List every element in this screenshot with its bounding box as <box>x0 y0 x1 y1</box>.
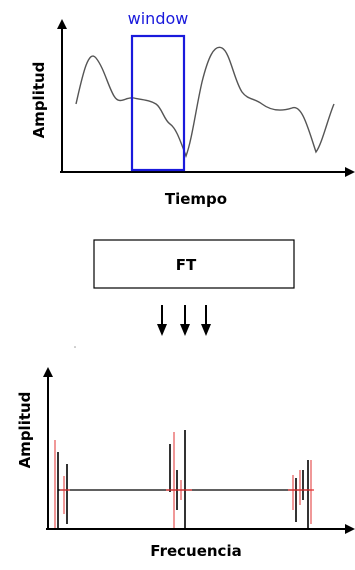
time-x-label: Tiempo <box>165 190 227 208</box>
frequency-domain-plot: Amplitud Frecuencia <box>16 367 355 560</box>
spike-cluster-low <box>54 440 70 528</box>
down-arrow-icon <box>157 305 167 336</box>
spike-cluster-high <box>288 460 314 528</box>
freq-x-label: Frecuencia <box>150 542 241 560</box>
down-arrows <box>74 305 211 348</box>
ft-block: FT <box>93 239 295 289</box>
down-arrow-icon <box>201 305 211 336</box>
analysis-window-box <box>130 34 186 172</box>
time-domain-plot: window Amplitud Tiempo <box>30 9 355 208</box>
ft-label: FT <box>176 256 197 274</box>
stray-dot <box>74 346 76 348</box>
freq-y-label: Amplitud <box>16 392 34 469</box>
window-label: window <box>128 9 189 28</box>
time-signal-curve <box>75 46 335 158</box>
ft-box <box>93 239 295 289</box>
spike-cluster-mid <box>166 430 192 528</box>
down-arrow-icon <box>180 305 190 336</box>
time-y-label: Amplitud <box>30 62 48 139</box>
